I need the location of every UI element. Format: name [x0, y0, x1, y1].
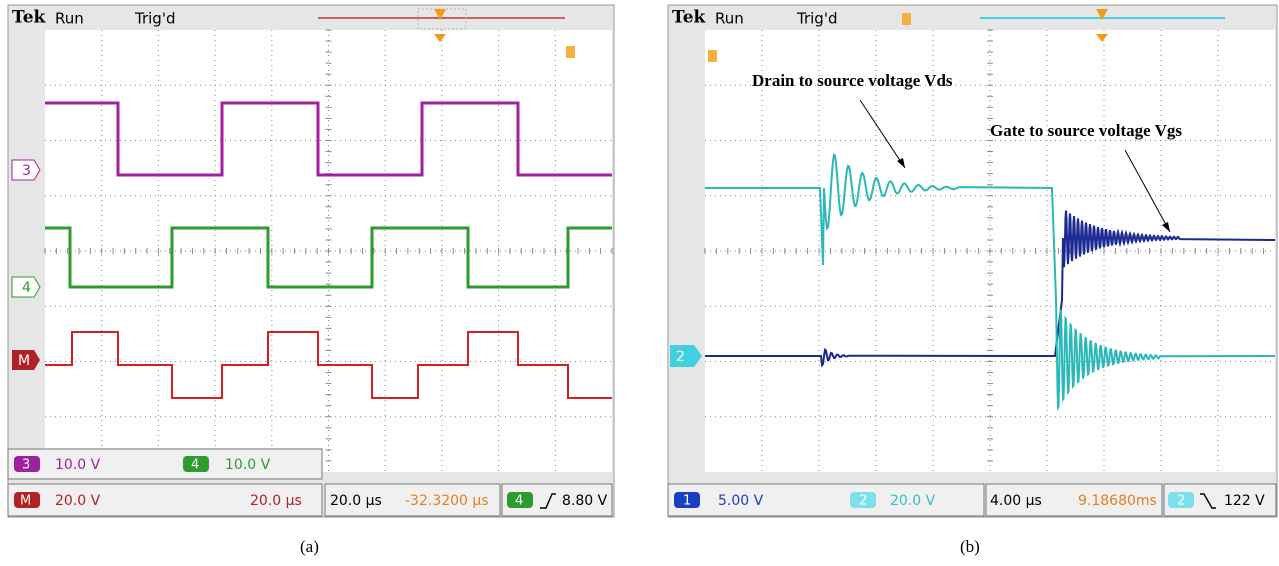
position: -32.3200 µs: [405, 493, 489, 509]
readout-value: 10.0 V: [225, 457, 271, 473]
readout-value: 10.0 V: [55, 457, 101, 473]
brand: Tek: [672, 8, 707, 28]
readout-label: 1: [683, 494, 691, 509]
position: 9.18680ms: [1078, 493, 1157, 509]
readout-label: 3: [22, 458, 30, 473]
readout-label: M: [20, 494, 31, 509]
readout-value: 5.00 V: [718, 493, 764, 509]
timebase: 4.00 µs: [990, 493, 1042, 509]
timebase: 20.0 µs: [330, 493, 382, 509]
trigger-level-marker: [566, 46, 575, 58]
run-status: Run: [715, 10, 744, 28]
marker: [708, 50, 717, 62]
readout-label: 4: [191, 458, 199, 473]
readout-value: 20.0 V: [55, 493, 101, 509]
channel-label: 2: [676, 349, 685, 365]
annotation: Gate to source voltage Vgs: [990, 121, 1182, 140]
trigger-level: 122 V: [1224, 493, 1265, 509]
run-status: Run: [55, 10, 84, 28]
readout-box: [668, 484, 984, 516]
brand: Tek: [12, 8, 47, 28]
readout-label: 2: [1177, 494, 1185, 509]
channel-label: 4: [22, 280, 31, 296]
caption: (a): [300, 537, 319, 556]
trigger-status: Trig'd: [796, 10, 837, 28]
trigger-status: Trig'd: [134, 10, 175, 28]
readout-value: 20.0 µs: [250, 493, 302, 509]
readout-label: 4: [515, 494, 523, 509]
channel-label: M: [18, 353, 30, 369]
caption: (b): [960, 537, 980, 556]
marker: [902, 13, 911, 25]
channel-label: 3: [22, 163, 31, 179]
trigger-level: 8.80 V: [562, 493, 608, 509]
figure: Tek Run Trig'd 3 4 M 3 10.0 V 4 10.0 V M…: [0, 0, 1279, 566]
readout-value: 20.0 V: [890, 493, 936, 509]
readout-label: 2: [859, 494, 867, 509]
annotation: Drain to source voltage Vds: [752, 71, 953, 90]
